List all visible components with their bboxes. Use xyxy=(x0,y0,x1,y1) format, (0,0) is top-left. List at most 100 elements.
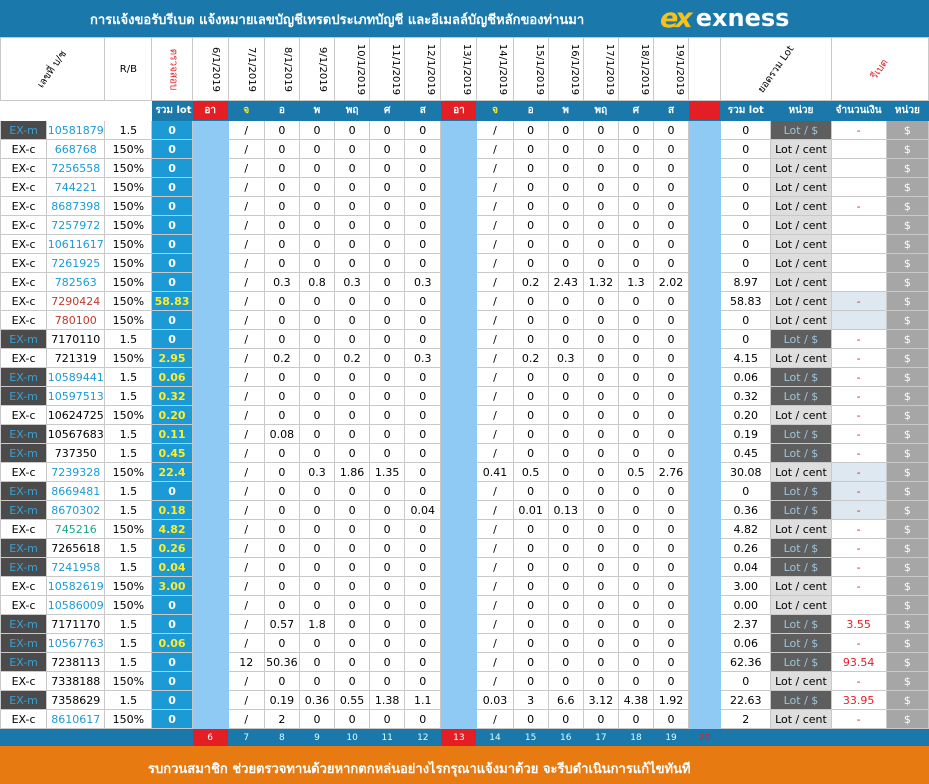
rebate-header: รีเบต xyxy=(830,37,929,101)
daily-lot: 0 xyxy=(263,443,300,463)
table-row: EX-c 8610617 150% 0/2 0 0 0 0/0 0 0 0 0 2 Lot / cent -… xyxy=(0,709,929,729)
rebate-unit: $ xyxy=(885,709,929,729)
footer-day: 15 xyxy=(512,728,549,748)
lot-sum: 22.63 xyxy=(720,690,772,710)
lot-sum: 0 xyxy=(720,215,772,235)
daily-lot: 0 xyxy=(582,538,619,558)
daily-lot: 0 xyxy=(547,709,584,729)
account-type: EX-m xyxy=(0,500,48,520)
daily-lot: 0 xyxy=(263,120,300,140)
daily-lot: 1.8 xyxy=(298,614,336,634)
rebate-amount: - xyxy=(830,462,887,482)
footer-day: 10 xyxy=(334,728,371,748)
rb-value: 1.5 xyxy=(104,557,153,577)
lot-sum: 0.19 xyxy=(720,424,772,444)
daily-lot: 0 xyxy=(298,139,336,159)
rb-value: 150% xyxy=(104,158,153,178)
daily-lot: 0 xyxy=(334,576,371,596)
daily-lot: / xyxy=(227,671,265,691)
daily-lot: 0 xyxy=(298,671,336,691)
footer-day: 19 xyxy=(652,728,690,748)
daily-lot: / xyxy=(476,557,514,577)
daily-lot: / xyxy=(227,310,265,330)
daily-lot: 0 xyxy=(298,500,336,520)
footer-spacer xyxy=(720,728,929,748)
daily-lot: 0 xyxy=(617,367,655,387)
daily-lot: 0 xyxy=(582,139,619,159)
daily-lot: 0 xyxy=(617,348,655,368)
sum-lot-label: รวม lot xyxy=(720,100,772,121)
daily-lot: 0.2 xyxy=(512,272,549,292)
rebate-amount: - xyxy=(830,291,887,311)
table-row: EX-c 7257972 150% 0/0 0 0 0 0/0 0 0 0 0 0 Lot / cent $ xyxy=(0,215,929,235)
daily-lot: 2.02 xyxy=(652,272,690,292)
rebate-unit: $ xyxy=(885,614,929,634)
spacer-cell xyxy=(688,500,722,520)
lot-unit: Lot / $ xyxy=(770,500,832,520)
daily-lot: 0 xyxy=(298,291,336,311)
lot-sum: 58.83 xyxy=(720,291,772,311)
lot-sum: 0 xyxy=(720,481,772,501)
rb-value: 150% xyxy=(104,348,153,368)
daily-lot: 0 xyxy=(547,367,584,387)
rb-value: 1.5 xyxy=(104,120,153,140)
daily-lot: 0 xyxy=(582,234,619,254)
spacer-cell xyxy=(688,158,722,178)
daily-lot xyxy=(440,633,478,653)
unit2-label: หน่วย xyxy=(885,100,929,121)
spacer-cell xyxy=(688,424,722,444)
spacer-cell xyxy=(688,690,722,710)
daily-lot: 0 xyxy=(652,253,690,273)
daily-lot: 3.12 xyxy=(582,690,619,710)
daily-lot: 0 xyxy=(582,310,619,330)
daily-lot: / xyxy=(227,291,265,311)
date-header: 17/1/2019 xyxy=(582,37,619,101)
daily-lot: 1.38 xyxy=(369,690,406,710)
table-row: EX-c 7239328 150% 22.4/0 0.3 1.86 1.35 0 0.41 0.5… xyxy=(0,462,929,482)
daily-lot: 0 xyxy=(334,424,371,444)
daily-lot: 0 xyxy=(404,424,442,444)
daily-lot: 0.13 xyxy=(547,500,584,520)
daily-lot: / xyxy=(476,310,514,330)
account-number: 668768 xyxy=(46,139,106,159)
lot-sum: 0 xyxy=(720,120,772,140)
account-type: EX-m xyxy=(0,481,48,501)
daily-lot: / xyxy=(227,538,265,558)
daily-lot: 0 xyxy=(263,538,300,558)
spacer-cell xyxy=(688,348,722,368)
daily-lot: / xyxy=(476,139,514,159)
total-lot: 0 xyxy=(151,329,193,349)
daily-lot: 0 xyxy=(298,576,336,596)
daily-lot: 1.3 xyxy=(617,272,655,292)
daily-lot: 0 xyxy=(652,405,690,425)
total-lot: 0 xyxy=(151,177,193,197)
spacer-cell xyxy=(688,291,722,311)
rebate-unit: $ xyxy=(885,424,929,444)
daily-lot: 0 xyxy=(334,481,371,501)
daily-lot: 0 xyxy=(334,158,371,178)
lot-sum: 0.00 xyxy=(720,595,772,615)
daily-lot: 0 xyxy=(334,500,371,520)
daily-lot: / xyxy=(227,519,265,539)
daily-lot: / xyxy=(227,709,265,729)
rebate-amount xyxy=(830,215,887,235)
account-type: EX-m xyxy=(0,386,48,406)
daily-lot: 0 xyxy=(512,120,549,140)
daily-lot: / xyxy=(476,709,514,729)
total-lot: 0.45 xyxy=(151,443,193,463)
total-lot: 0.11 xyxy=(151,424,193,444)
daily-lot: 0 xyxy=(617,614,655,634)
daily-lot: 0.2 xyxy=(263,348,300,368)
daily-lot: 0 xyxy=(512,405,549,425)
daily-lot: 0.08 xyxy=(263,424,300,444)
daily-lot: 0 xyxy=(582,424,619,444)
daily-lot: 0 xyxy=(334,538,371,558)
day-label: พฤ xyxy=(582,100,619,121)
daily-lot: 0 xyxy=(652,443,690,463)
daily-lot: 0 xyxy=(652,576,690,596)
daily-lot: 0 xyxy=(582,633,619,653)
daily-lot: 0 xyxy=(582,158,619,178)
daily-lot: 0 xyxy=(334,139,371,159)
daily-lot: 0 xyxy=(263,196,300,216)
rebate-amount: - xyxy=(830,576,887,596)
